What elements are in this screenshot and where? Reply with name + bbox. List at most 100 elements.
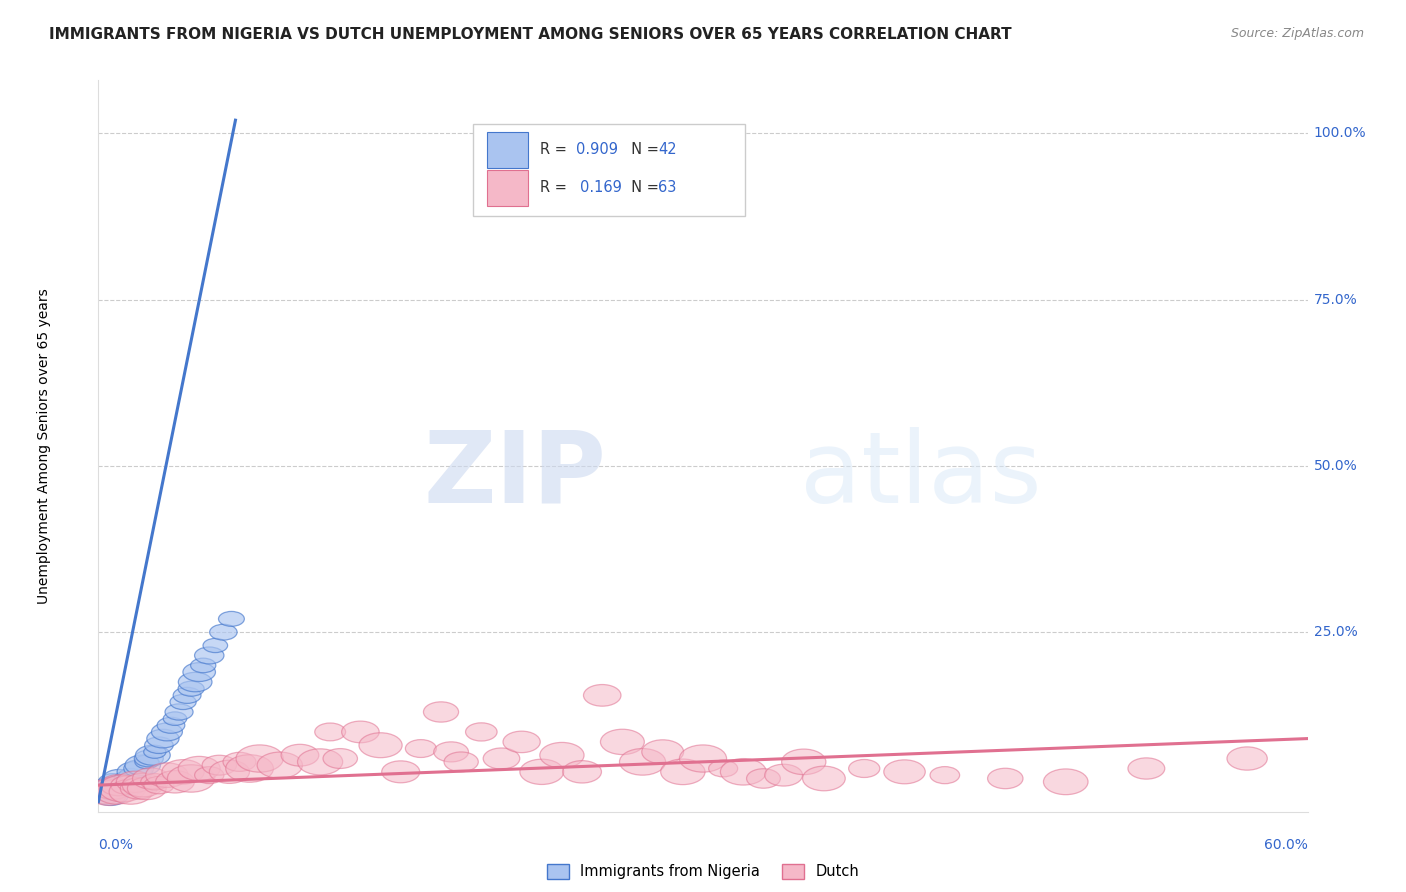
Ellipse shape bbox=[381, 761, 420, 783]
Ellipse shape bbox=[94, 782, 115, 795]
Ellipse shape bbox=[100, 774, 136, 796]
Ellipse shape bbox=[987, 768, 1024, 789]
Ellipse shape bbox=[117, 762, 152, 782]
Ellipse shape bbox=[1128, 758, 1164, 779]
Ellipse shape bbox=[104, 779, 125, 791]
Text: IMMIGRANTS FROM NIGERIA VS DUTCH UNEMPLOYMENT AMONG SENIORS OVER 65 YEARS CORREL: IMMIGRANTS FROM NIGERIA VS DUTCH UNEMPLO… bbox=[49, 27, 1012, 42]
Ellipse shape bbox=[135, 755, 159, 769]
Ellipse shape bbox=[465, 723, 498, 741]
FancyBboxPatch shape bbox=[486, 132, 527, 168]
Ellipse shape bbox=[503, 731, 540, 753]
Text: 25.0%: 25.0% bbox=[1313, 625, 1357, 640]
Ellipse shape bbox=[128, 777, 166, 799]
Text: R =: R = bbox=[540, 180, 576, 195]
Ellipse shape bbox=[405, 739, 436, 757]
Ellipse shape bbox=[117, 772, 153, 792]
Ellipse shape bbox=[179, 673, 212, 692]
Ellipse shape bbox=[884, 760, 925, 784]
Ellipse shape bbox=[202, 639, 228, 653]
Ellipse shape bbox=[165, 704, 193, 720]
Text: atlas: atlas bbox=[800, 426, 1042, 524]
Ellipse shape bbox=[298, 748, 343, 775]
Ellipse shape bbox=[183, 663, 215, 681]
Ellipse shape bbox=[104, 780, 132, 797]
Ellipse shape bbox=[84, 780, 125, 804]
Ellipse shape bbox=[423, 702, 458, 723]
Text: 100.0%: 100.0% bbox=[1313, 127, 1367, 140]
Ellipse shape bbox=[135, 750, 163, 767]
Ellipse shape bbox=[110, 780, 152, 805]
Ellipse shape bbox=[661, 759, 704, 785]
Ellipse shape bbox=[226, 755, 273, 782]
Ellipse shape bbox=[98, 773, 127, 790]
Ellipse shape bbox=[114, 776, 135, 788]
Ellipse shape bbox=[342, 721, 380, 743]
Ellipse shape bbox=[765, 764, 803, 786]
Ellipse shape bbox=[110, 780, 136, 796]
Ellipse shape bbox=[141, 773, 169, 790]
Ellipse shape bbox=[120, 768, 142, 782]
Text: ZIP: ZIP bbox=[423, 426, 606, 524]
Ellipse shape bbox=[96, 780, 138, 804]
Ellipse shape bbox=[236, 745, 283, 772]
Ellipse shape bbox=[90, 785, 127, 805]
Ellipse shape bbox=[620, 748, 665, 775]
Ellipse shape bbox=[104, 775, 138, 795]
Ellipse shape bbox=[111, 775, 146, 795]
Ellipse shape bbox=[120, 774, 146, 789]
Ellipse shape bbox=[122, 773, 163, 797]
Ellipse shape bbox=[170, 695, 197, 709]
Ellipse shape bbox=[152, 723, 183, 741]
Ellipse shape bbox=[179, 681, 204, 697]
Text: R =: R = bbox=[540, 142, 571, 157]
Ellipse shape bbox=[224, 752, 256, 772]
Ellipse shape bbox=[111, 776, 142, 794]
Ellipse shape bbox=[94, 777, 122, 793]
Ellipse shape bbox=[191, 658, 217, 673]
Ellipse shape bbox=[315, 723, 346, 741]
FancyBboxPatch shape bbox=[486, 169, 527, 206]
Ellipse shape bbox=[194, 767, 224, 783]
Ellipse shape bbox=[209, 760, 249, 783]
Ellipse shape bbox=[173, 688, 201, 704]
Text: N =: N = bbox=[621, 180, 664, 195]
Ellipse shape bbox=[127, 772, 148, 784]
Legend: Immigrants from Nigeria, Dutch: Immigrants from Nigeria, Dutch bbox=[541, 858, 865, 885]
Ellipse shape bbox=[167, 764, 215, 792]
Ellipse shape bbox=[132, 768, 169, 789]
Ellipse shape bbox=[146, 763, 188, 788]
Ellipse shape bbox=[583, 684, 621, 706]
Text: 63: 63 bbox=[658, 180, 676, 195]
Ellipse shape bbox=[163, 712, 187, 725]
Text: Unemployment Among Seniors over 65 years: Unemployment Among Seniors over 65 years bbox=[37, 288, 51, 604]
Ellipse shape bbox=[520, 759, 564, 784]
Ellipse shape bbox=[433, 742, 468, 762]
Ellipse shape bbox=[194, 647, 224, 664]
Ellipse shape bbox=[146, 730, 179, 747]
Ellipse shape bbox=[803, 766, 845, 791]
Ellipse shape bbox=[641, 739, 683, 764]
Ellipse shape bbox=[849, 759, 880, 778]
Ellipse shape bbox=[124, 760, 153, 777]
FancyBboxPatch shape bbox=[474, 124, 745, 216]
Ellipse shape bbox=[1227, 747, 1267, 770]
Ellipse shape bbox=[145, 737, 173, 754]
Text: 60.0%: 60.0% bbox=[1264, 838, 1308, 853]
Ellipse shape bbox=[121, 778, 157, 799]
Ellipse shape bbox=[540, 742, 583, 768]
Text: 0.169: 0.169 bbox=[579, 180, 621, 195]
Ellipse shape bbox=[157, 717, 184, 733]
Text: 0.0%: 0.0% bbox=[98, 838, 134, 853]
Ellipse shape bbox=[114, 772, 139, 786]
Ellipse shape bbox=[562, 761, 602, 783]
Ellipse shape bbox=[720, 758, 766, 785]
Ellipse shape bbox=[135, 745, 170, 765]
Ellipse shape bbox=[209, 624, 238, 640]
Ellipse shape bbox=[202, 756, 236, 775]
Ellipse shape bbox=[143, 776, 174, 794]
Ellipse shape bbox=[444, 752, 478, 772]
Ellipse shape bbox=[782, 749, 825, 774]
Ellipse shape bbox=[162, 760, 204, 784]
Text: 42: 42 bbox=[658, 142, 676, 157]
Ellipse shape bbox=[143, 746, 166, 758]
